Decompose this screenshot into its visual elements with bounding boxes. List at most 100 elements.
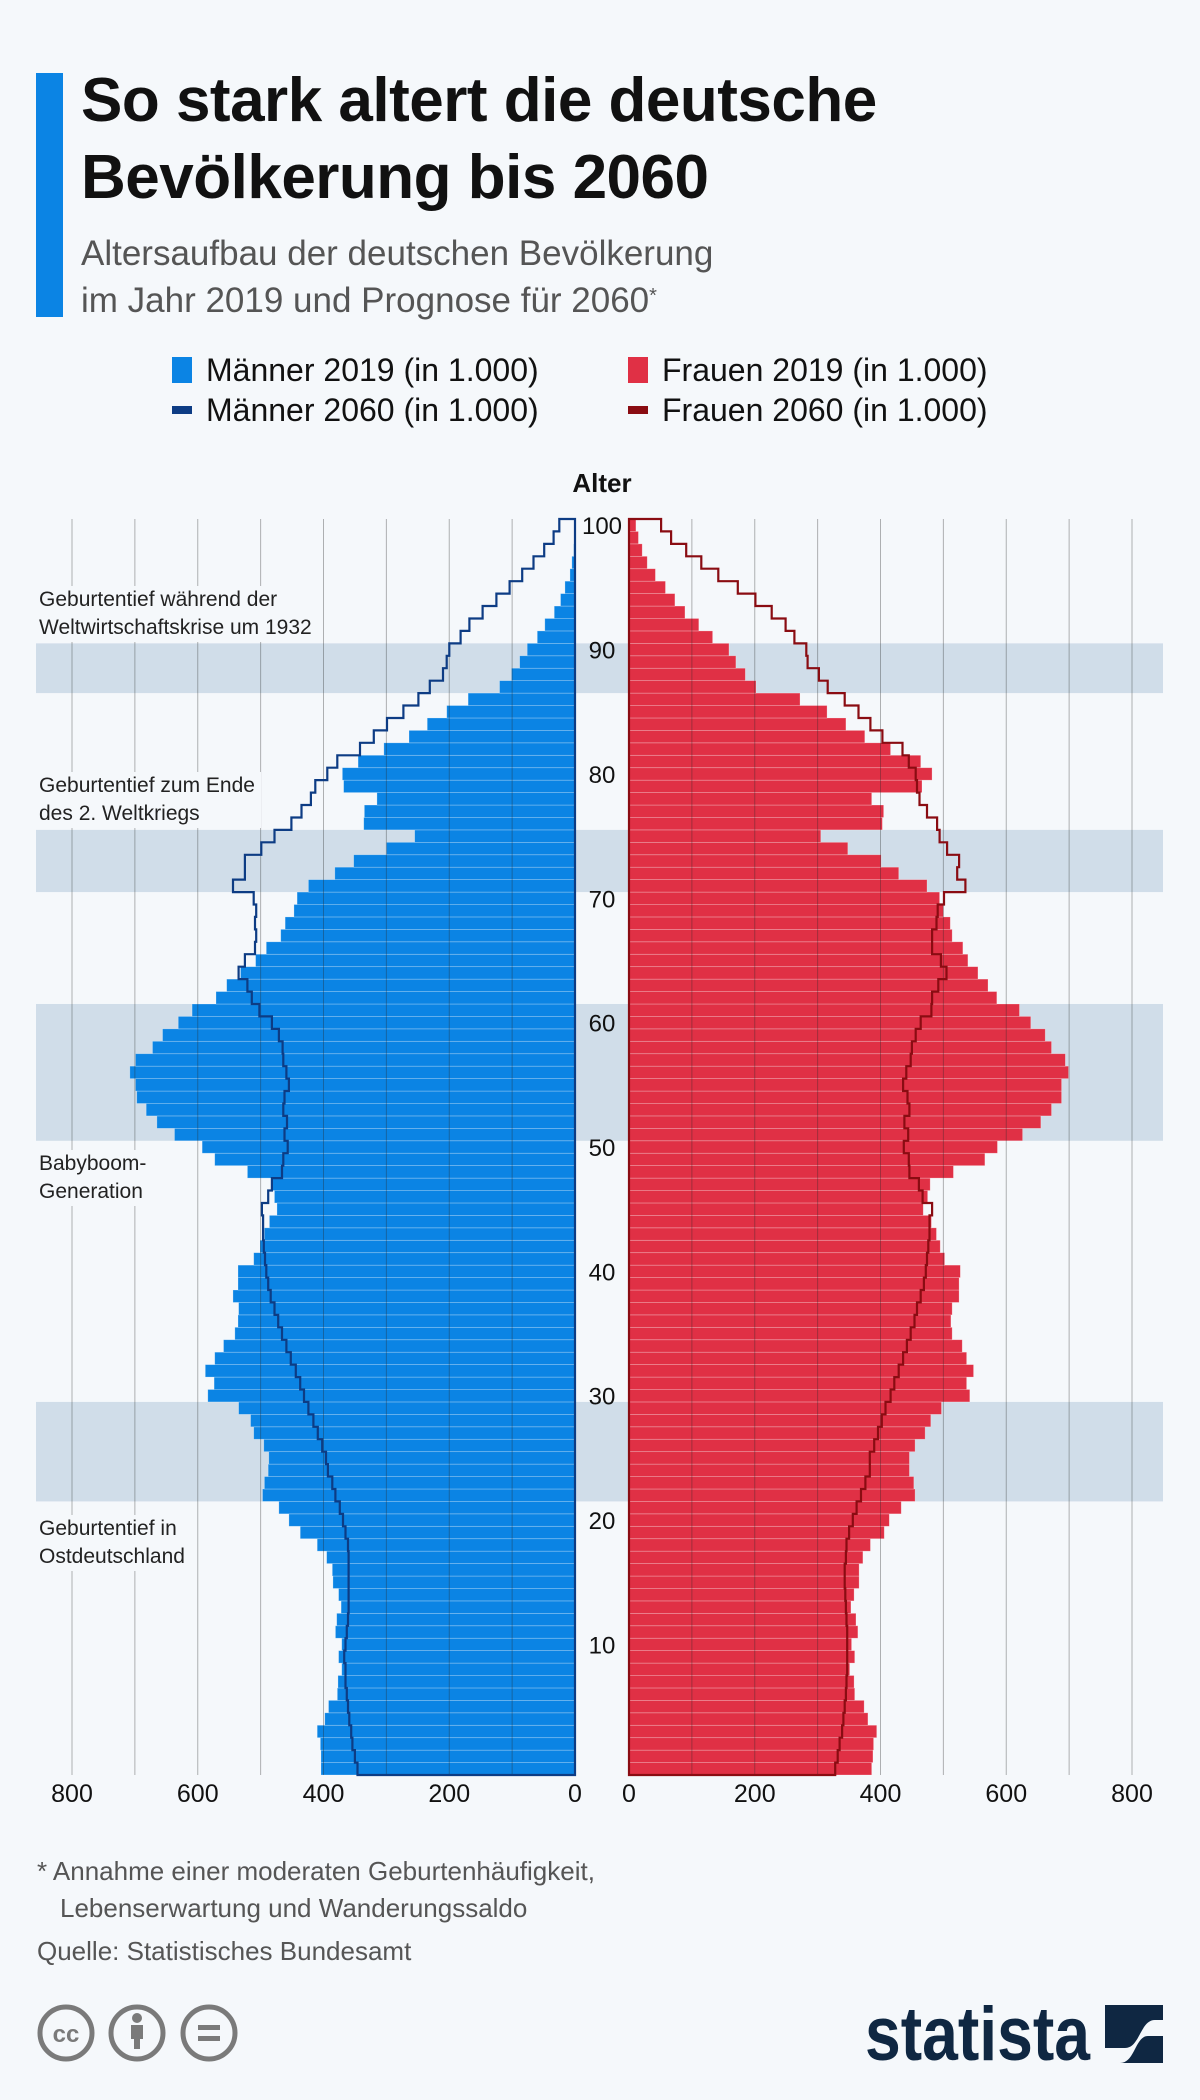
axis-labels: 10 20 30 40 50 60 70 80 90 100 800 600 400 200 0 0 200 40… [51, 513, 1153, 1808]
age-tick-label: 70 [589, 886, 616, 913]
annotation-weltkrieg: Geburtentief zum Ende des 2. Weltkriegs [36, 772, 261, 828]
bar-maenner-2019-age-2 [320, 1737, 576, 1751]
highlight-band [36, 829, 1163, 893]
bar-frauen-2019-age-33 [628, 1351, 967, 1365]
bar-maenner-2019-age-16 [331, 1563, 576, 1577]
bar-frauen-2019-age-6 [628, 1687, 856, 1701]
bar-frauen-2019-age-11 [628, 1625, 859, 1639]
bar-maenner-2019-age-26 [263, 1438, 576, 1453]
bar-maenner-2019-age-20 [288, 1513, 576, 1527]
annotation-line: Geburtentief während der [39, 588, 278, 611]
bar-maenner-2019-age-11 [335, 1625, 576, 1639]
bar-frauen-2019-age-49 [628, 1152, 986, 1167]
footnote-line-1: * Annahme einer moderaten Geburtenhäufig… [37, 1856, 595, 1886]
bar-maenner-2019-age-34 [223, 1339, 576, 1353]
bars-2019 [129, 518, 1069, 1776]
bar-maenner-2019-age-51 [174, 1127, 576, 1142]
line-maenner-2060 [231, 517, 577, 1777]
bar-frauen-2019-age-64 [628, 966, 979, 980]
bar-frauen-2019-age-57 [628, 1053, 1066, 1067]
bar-frauen-2019-age-89 [628, 655, 737, 669]
bar-maenner-2019-age-62 [215, 991, 576, 1005]
bar-frauen-2019-age-61 [628, 1003, 1020, 1017]
bar-maenner-2019-age-80 [342, 767, 576, 781]
x-tick-label-right: 0 [622, 1780, 636, 1808]
bar-frauen-2019-age-42 [628, 1239, 941, 1254]
bar-maenner-2019-age-64 [240, 966, 576, 980]
bar-frauen-2019-age-70 [628, 891, 940, 905]
bar-maenner-2019-age-39 [237, 1277, 576, 1291]
age-tick-label: 20 [589, 1508, 616, 1535]
bar-frauen-2019-age-58 [628, 1040, 1052, 1055]
bar-frauen-2019-age-25 [628, 1451, 910, 1465]
bar-maenner-2019-age-55 [135, 1078, 576, 1092]
bar-frauen-2019-age-87 [628, 680, 757, 694]
bar-maenner-2019-age-24 [267, 1463, 576, 1477]
bar-frauen-2019-age-43 [628, 1227, 937, 1241]
legend-item-frauen-2019: Frauen 2019 (in 1.000) [628, 350, 988, 390]
bar-frauen-2019-age-95 [628, 580, 666, 594]
annotation-line: Babyboom- [39, 1152, 147, 1175]
age-tick-label: 80 [589, 762, 616, 789]
lines-2060 [231, 517, 967, 1777]
bar-frauen-2019-age-36 [628, 1314, 952, 1328]
bar-frauen-2019-age-15 [628, 1575, 860, 1589]
bar-maenner-2019-age-22 [262, 1488, 576, 1502]
cc-icon[interactable]: cc [37, 2004, 95, 2062]
bar-maenner-2019-age-23 [264, 1476, 576, 1490]
bar-maenner-2019-age-78 [376, 792, 576, 806]
bar-frauen-2019-age-51 [628, 1127, 1023, 1142]
bar-frauen-2019-age-97 [628, 555, 648, 570]
attribution-icon[interactable] [108, 2004, 166, 2062]
bar-frauen-2019-age-24 [628, 1463, 910, 1477]
x-tick-label-left: 600 [177, 1780, 219, 1808]
bar-frauen-2019-age-72 [628, 866, 900, 880]
legend-item-frauen-2060: Frauen 2060 (in 1.000) [628, 390, 988, 430]
bar-frauen-2019-age-90 [628, 643, 730, 657]
bar-frauen-2019-age-39 [628, 1277, 960, 1291]
bar-frauen-2019-age-55 [628, 1078, 1062, 1092]
bar-maenner-2019-age-36 [237, 1314, 576, 1328]
bar-maenner-2019-age-10 [341, 1637, 576, 1651]
bar-maenner-2019-age-43 [264, 1227, 576, 1241]
bar-maenner-2019-age-49 [214, 1152, 576, 1167]
bar-frauen-2019-age-92 [628, 618, 700, 632]
bar-frauen-2019-age-19 [628, 1525, 885, 1540]
bar-frauen-2019-age-99 [628, 531, 639, 545]
legend-swatch-frauen-2019 [628, 356, 648, 383]
age-tick-label: 10 [589, 1632, 616, 1659]
bar-frauen-2019-age-62 [628, 991, 998, 1005]
bar-frauen-2019-age-71 [628, 879, 928, 893]
statista-logo[interactable]: statista [865, 1992, 1163, 2077]
bar-maenner-2019-age-31 [213, 1376, 576, 1390]
x-tick-label-right: 400 [860, 1780, 902, 1808]
bar-frauen-2019-age-18 [628, 1538, 871, 1552]
annotation-line: Weltwirtschaftskrise um 1932 [39, 616, 312, 639]
bar-frauen-2019-age-22 [628, 1488, 916, 1502]
bar-maenner-2019-age-93 [553, 605, 576, 619]
bar-maenner-2019-age-94 [560, 593, 576, 607]
bar-frauen-2019-age-69 [628, 904, 944, 918]
bar-maenner-2019-age-48 [247, 1165, 576, 1179]
bar-frauen-2019-age-83 [628, 730, 866, 744]
bar-maenner-2019-age-28 [250, 1414, 576, 1428]
bar-maenner-2019-age-33 [214, 1351, 576, 1365]
bar-maenner-2019-age-59 [162, 1028, 576, 1042]
logo-wave-icon [1105, 2020, 1163, 2063]
legend-label: Frauen 2060 (in 1.000) [662, 392, 988, 428]
legend-swatch-frauen-2060 [628, 405, 648, 414]
highlight-band [36, 643, 1163, 694]
bar-maenner-2019-age-66 [265, 941, 576, 955]
bar-frauen-2019-age-9 [628, 1650, 856, 1664]
bar-maenner-2019-age-53 [145, 1103, 576, 1117]
no-derivatives-icon[interactable] [180, 2004, 238, 2062]
bar-frauen-2019-age-7 [628, 1675, 855, 1689]
bar-maenner-2019-age-69 [293, 904, 576, 918]
age-tick-label: 90 [589, 638, 616, 665]
axes [574, 519, 630, 1775]
bar-maenner-2019-age-79 [343, 779, 576, 793]
bar-maenner-2019-age-83 [408, 730, 576, 744]
bar-maenner-2019-age-17 [326, 1550, 576, 1564]
bar-frauen-2019-age-47 [628, 1177, 931, 1191]
bar-frauen-2019-age-5 [628, 1700, 865, 1714]
